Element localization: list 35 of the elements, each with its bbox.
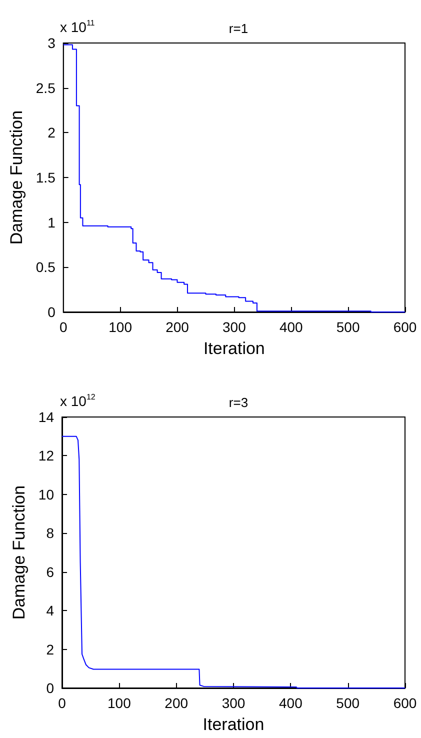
y-tick-label: 6 [46, 564, 54, 580]
x-tick-label: 100 [108, 319, 132, 335]
x-axis-title: Iteration [202, 715, 264, 734]
x-tick-label: 600 [393, 695, 417, 711]
y-tick-label: 1.5 [36, 170, 56, 186]
x-tick-label: 600 [393, 319, 417, 335]
x-tick-label: 500 [336, 319, 360, 335]
x-tick-label: 0 [59, 319, 68, 335]
chart-title: r=1 [228, 21, 248, 36]
x-tick-label: 300 [222, 695, 246, 711]
y-tick-label: 2.5 [36, 80, 56, 96]
y-tick-label: 1 [48, 214, 56, 230]
x-tick-label: 300 [222, 319, 246, 335]
y-tick-label: 14 [38, 409, 54, 425]
x-tick-label: 500 [336, 695, 360, 711]
x-tick-label: 400 [279, 319, 304, 335]
y-tick-label: 0 [48, 304, 56, 320]
y-tick-label: 10 [38, 486, 54, 502]
y-tick-label: 12 [38, 448, 54, 464]
y-axis-title: Damage Function [10, 485, 29, 620]
y-tick-label: 8 [46, 525, 54, 542]
y-axis-title: Damage Function [7, 110, 26, 245]
y-tick-label: 2 [48, 124, 56, 141]
y-tick-label: 0.5 [36, 259, 56, 276]
chart-title: r=3 [228, 395, 248, 410]
x-tick-label: 200 [164, 695, 188, 711]
y-tick-label: 2 [46, 641, 54, 658]
y-tick-label: 3 [48, 35, 56, 51]
x-tick-label: 0 [58, 695, 66, 711]
y-tick-label: 0 [46, 680, 54, 696]
x-tick-label: 400 [278, 695, 303, 711]
x-tick-label: 100 [107, 695, 132, 711]
x-axis-title: Iteration [203, 339, 265, 358]
x-tick-label: 200 [166, 319, 190, 335]
y-tick-label: 4 [46, 602, 54, 619]
